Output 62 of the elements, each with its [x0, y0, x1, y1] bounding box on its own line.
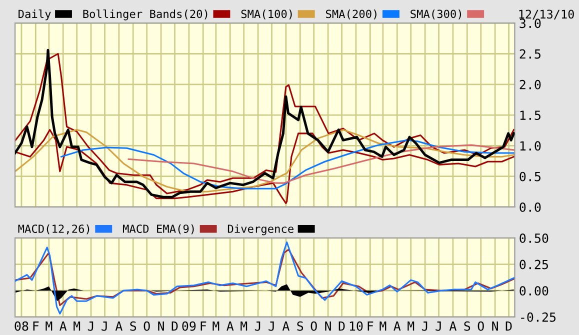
y-tick-label: 1.5	[520, 110, 540, 120]
x-tick-label: D	[338, 322, 345, 331]
x-tick-label: D	[506, 322, 512, 331]
x-tick-label: J	[88, 322, 94, 331]
x-tick-label: F	[200, 322, 206, 331]
x-tick-label: A	[60, 322, 67, 331]
x-tick-label: M	[408, 322, 414, 331]
y-tick-label: 2.5	[520, 49, 540, 59]
x-tick-label: 08	[14, 321, 28, 331]
x-tick-label: M	[240, 322, 248, 331]
line-series	[15, 128, 515, 192]
y-tick-label: 0.25	[520, 260, 548, 270]
legend-label: Divergence	[228, 224, 294, 236]
text: 12/13/10	[519, 10, 574, 20]
x-tick-label: J	[102, 322, 107, 331]
x-tick-label: M	[380, 322, 386, 331]
x-tick-label: D	[172, 322, 178, 331]
legend-label: SMA(200)	[326, 10, 376, 20]
line-series	[15, 248, 515, 306]
y-tick-label: 0.5	[520, 172, 540, 182]
legend-label: Bollinger Bands(20)	[83, 9, 208, 20]
x-tick-label: F	[368, 322, 374, 331]
y-tick-label: 2.0	[520, 80, 541, 90]
y-tick-label: 0.00	[520, 286, 548, 296]
x-tick-label: A	[449, 322, 456, 331]
y-tick-label: -0.25	[521, 312, 556, 322]
x-tick-label: N	[325, 322, 331, 331]
x-tick-label: M	[212, 322, 220, 331]
x-tick-label: J	[268, 322, 274, 331]
x-tick-label: A	[115, 322, 122, 331]
x-tick-label: J	[422, 322, 428, 331]
legend-label: MACD EMA(9)	[122, 224, 194, 234]
legend-label: MACD(12,26)	[18, 224, 90, 234]
y-tick-label: 0.0	[520, 202, 541, 212]
x-tick-label: A	[282, 322, 290, 331]
x-tick-label: S	[464, 321, 470, 331]
line-series	[15, 128, 515, 204]
x-tick-label: M	[46, 322, 52, 331]
x-tick-label: A	[394, 322, 401, 331]
x-tick-label: S	[297, 321, 304, 331]
x-tick-label: J	[436, 322, 441, 331]
x-tick-label: N	[492, 322, 498, 331]
x-tick-label: J	[254, 322, 260, 331]
legend-label: SMA(300)	[410, 10, 462, 20]
x-tick-label: M	[74, 322, 80, 331]
x-tick-label: F	[33, 322, 39, 331]
x-tick-label: A	[226, 322, 234, 331]
x-tick-label: 09	[182, 321, 196, 331]
line-series	[60, 139, 515, 190]
x-tick-label: 10	[350, 321, 363, 331]
x-tick-label: S	[130, 321, 136, 331]
x-tick-label: O	[478, 321, 484, 331]
x-tick-label: O	[310, 321, 317, 331]
legend-label: Daily	[18, 9, 51, 20]
y-tick-label: 3.0	[520, 18, 541, 28]
x-tick-label: N	[158, 322, 164, 331]
legend-label: SMA(100)	[241, 10, 292, 20]
line-series	[128, 144, 515, 184]
y-tick-label: 1.0	[520, 141, 541, 151]
line-series	[15, 241, 515, 315]
y-tick-label: 0.50	[520, 233, 548, 243]
x-tick-label: O	[144, 321, 150, 331]
